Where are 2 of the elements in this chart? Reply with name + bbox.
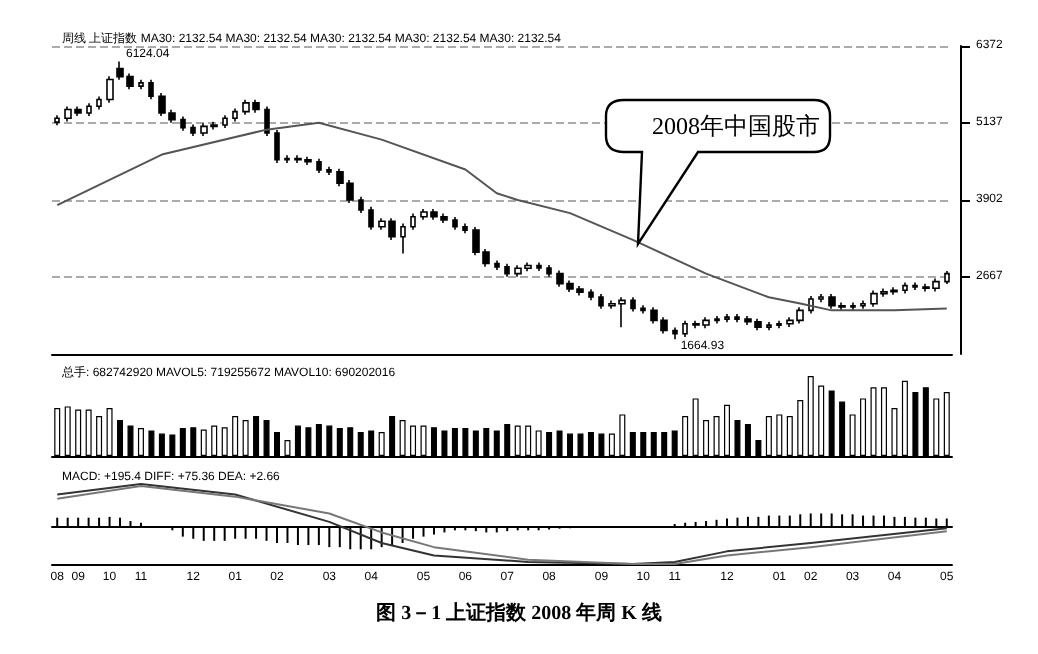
annotation: 2008年中国股市 (652, 110, 820, 144)
caption: 图 3－1 上证指数 2008 年周 K 线 (376, 601, 662, 625)
